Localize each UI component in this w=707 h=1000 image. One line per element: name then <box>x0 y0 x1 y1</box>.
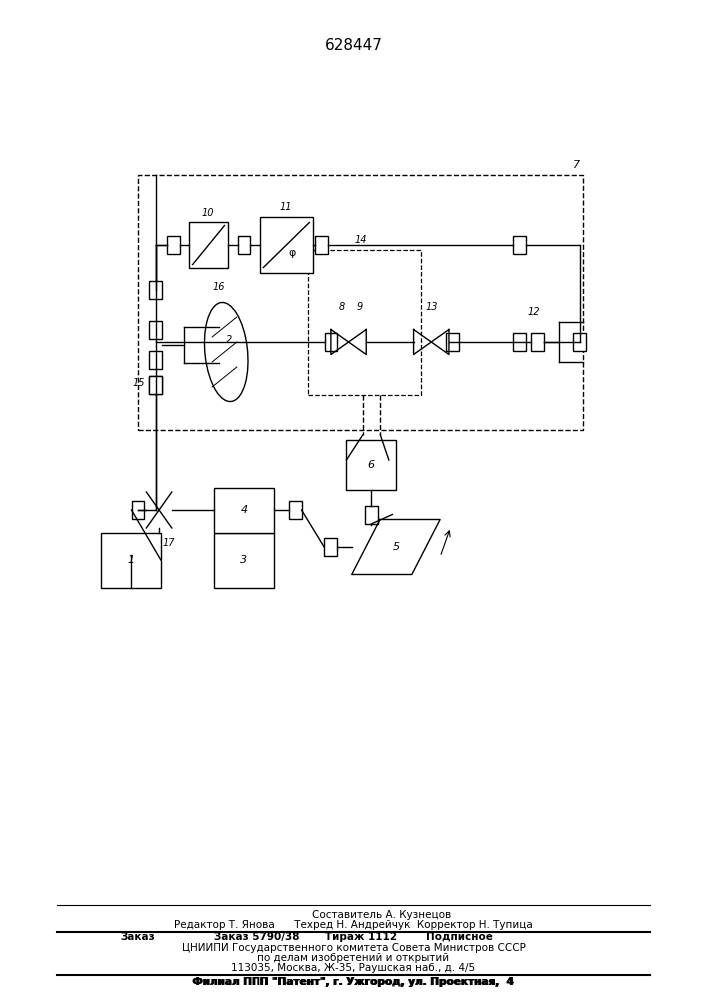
Text: Филиал ППП "Патент", г. Ужгород, ул. Проектная,  4: Филиал ППП "Патент", г. Ужгород, ул. Про… <box>192 977 515 987</box>
Text: 8: 8 <box>339 302 345 312</box>
Text: 113035, Москва, Ж-35, Раушская наб., д. 4/5: 113035, Москва, Ж-35, Раушская наб., д. … <box>231 963 476 973</box>
Text: 13: 13 <box>425 302 438 312</box>
Bar <box>149 281 162 299</box>
Bar <box>214 488 274 532</box>
Text: по делам изобретений и открытий: по делам изобретений и открытий <box>257 953 450 963</box>
Text: Заказ: Заказ <box>120 932 155 942</box>
Bar <box>189 223 228 267</box>
Text: 11: 11 <box>279 202 292 213</box>
Text: 16: 16 <box>213 282 226 292</box>
Bar <box>238 236 250 254</box>
Bar <box>446 333 459 351</box>
Bar <box>573 333 586 351</box>
Bar <box>149 376 162 394</box>
Bar <box>346 440 396 490</box>
Text: 4: 4 <box>240 505 247 515</box>
Bar <box>288 501 301 519</box>
Bar <box>260 218 312 272</box>
Text: 10: 10 <box>201 208 214 218</box>
Text: 7: 7 <box>573 160 580 170</box>
Bar <box>315 236 328 254</box>
Bar <box>308 250 421 395</box>
Bar <box>138 175 583 430</box>
Text: Филиал ПГП "Патент", г. Ужгород, ул. Проектная,  4: Филиал ПГП "Патент", г. Ужгород, ул. Про… <box>193 977 514 987</box>
Text: 1: 1 <box>127 555 134 565</box>
Text: 5: 5 <box>392 542 399 552</box>
Text: ЦНИИПИ Государственного комитета Совета Министров СССР: ЦНИИПИ Государственного комитета Совета … <box>182 943 525 953</box>
Bar <box>132 501 144 519</box>
Bar <box>214 532 274 587</box>
Bar <box>167 236 180 254</box>
Text: Редактор Т. Янова      Техред Н. Андрейчук  Корректор Н. Тупица: Редактор Т. Янова Техред Н. Андрейчук Ко… <box>174 920 533 930</box>
Bar <box>531 333 544 351</box>
Text: φ: φ <box>288 248 296 258</box>
Bar <box>324 538 337 556</box>
Ellipse shape <box>204 302 248 402</box>
Bar <box>149 376 162 394</box>
Bar <box>100 532 160 587</box>
Text: 12: 12 <box>527 307 540 317</box>
Text: 6: 6 <box>368 460 375 470</box>
Bar <box>149 351 162 369</box>
Text: 14: 14 <box>354 235 367 245</box>
Text: 15: 15 <box>132 378 145 388</box>
Text: 9: 9 <box>357 302 363 312</box>
Bar <box>365 506 378 524</box>
Text: 2: 2 <box>226 335 233 345</box>
Text: 17: 17 <box>163 538 175 548</box>
Bar <box>513 333 526 351</box>
Text: Составитель А. Кузнецов: Составитель А. Кузнецов <box>312 910 451 920</box>
Bar <box>513 236 526 254</box>
Text: 3: 3 <box>240 555 247 565</box>
Text: 628447: 628447 <box>325 37 382 52</box>
Text: Заказ 5790/38       Тираж 1112        Подписное: Заказ 5790/38 Тираж 1112 Подписное <box>214 932 493 942</box>
Bar <box>149 321 162 339</box>
Bar <box>325 333 337 351</box>
